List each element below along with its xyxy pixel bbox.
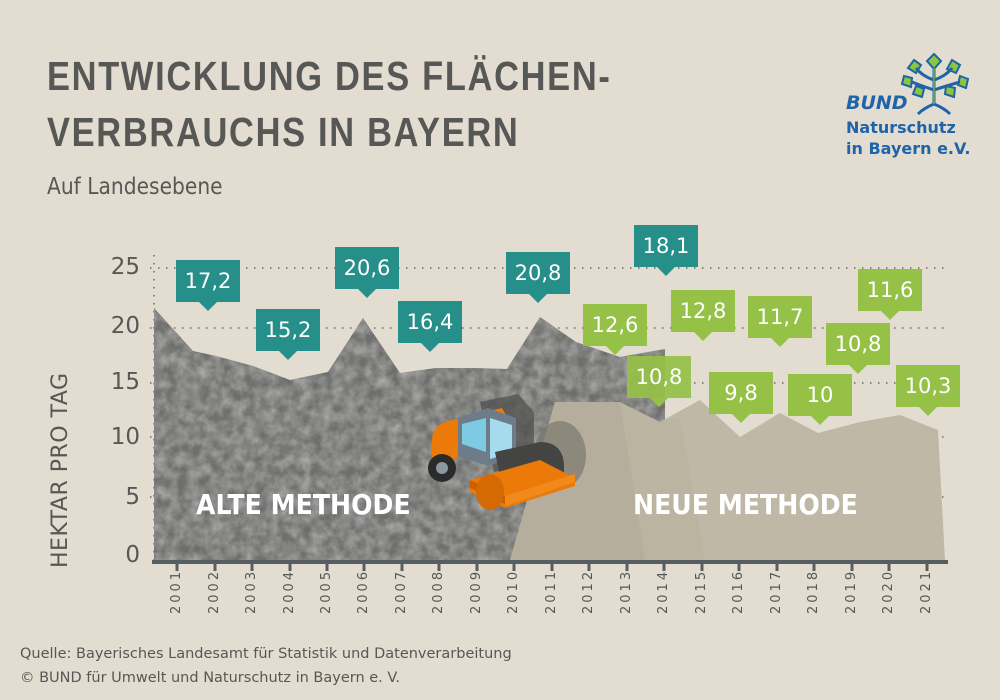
y-tick-25: 25 (110, 254, 140, 280)
callout-new-2015: 12,8 (671, 290, 735, 341)
y-tick-5: 5 (125, 484, 140, 510)
tree-icon (900, 52, 970, 116)
callout-new-2014: 10,8 (627, 356, 691, 407)
x-tick: 2012 (581, 568, 596, 614)
logo-brand: BUND (846, 92, 908, 114)
y-tick-0: 0 (125, 542, 140, 568)
x-tick: 2017 (769, 568, 784, 614)
x-tick: 2016 (731, 568, 746, 614)
x-tick: 2014 (656, 568, 671, 614)
page-subtitle: Auf Landesebene (47, 174, 223, 200)
x-tick: 2007 (394, 568, 409, 614)
y-tick-15: 15 (110, 369, 140, 395)
x-tick: 2015 (694, 568, 709, 614)
bund-logo: BUND Naturschutz in Bayern e.V. (830, 46, 990, 166)
page-title: ENTWICKLUNG DES FLÄCHEN- VERBRAUCHS IN B… (47, 48, 612, 160)
callout-old-2014: 18,1 (634, 225, 698, 276)
old-method-label: ALTE METHODE (196, 488, 411, 521)
logo-line-2: Naturschutz (846, 118, 956, 137)
x-tick: 2004 (282, 568, 297, 614)
callout-new-2016: 9,8 (709, 372, 773, 423)
x-tick: 2010 (506, 568, 521, 614)
callout-new-2021: 10,3 (896, 365, 960, 416)
callout-new-2012: 12,6 (583, 304, 647, 355)
title-line-1: ENTWICKLUNG DES FLÄCHEN- (47, 53, 612, 99)
callout-new-2017: 11,7 (748, 296, 812, 347)
x-tick: 2018 (806, 568, 821, 614)
x-axis-ticks (175, 562, 929, 571)
callout-old-2006: 20,6 (335, 247, 399, 298)
x-tick: 2001 (169, 568, 184, 614)
source-note: Quelle: Bayerisches Landesamt für Statis… (20, 646, 512, 662)
x-tick: 2019 (844, 568, 859, 614)
logo-line-3: in Bayern e.V. (846, 139, 971, 158)
callout-new-2019: 10,8 (826, 323, 890, 374)
new-method-label: NEUE METHODE (633, 488, 858, 521)
x-tick: 2013 (619, 568, 634, 614)
x-tick: 2006 (356, 568, 371, 614)
x-tick: 2008 (431, 568, 446, 614)
y-axis-label: HEKTAR PRO TAG (48, 372, 73, 568)
callout-old-2011: 20,8 (506, 252, 570, 303)
road-roller-icon (428, 394, 586, 510)
callout-new-2018: 10 (788, 374, 852, 425)
y-tick-10: 10 (110, 424, 140, 450)
x-tick: 2021 (919, 568, 934, 614)
callout-old-2008: 16,4 (398, 301, 462, 352)
y-tick-20: 20 (110, 313, 140, 339)
callout-new-2020: 11,6 (858, 269, 922, 320)
copyright-note: © BUND für Umwelt und Naturschutz in Bay… (20, 670, 401, 686)
x-tick: 2020 (881, 568, 896, 614)
x-tick: 2002 (207, 568, 222, 614)
x-tick: 2005 (319, 568, 334, 614)
series-new-method-area (510, 400, 945, 560)
callout-old-2004: 15,2 (256, 309, 320, 360)
callout-old-2002: 17,2 (176, 260, 240, 311)
title-line-2: VERBRAUCHS IN BAYERN (47, 109, 520, 155)
x-tick: 2011 (544, 568, 559, 614)
x-tick: 2009 (469, 568, 484, 614)
x-tick: 2003 (244, 568, 259, 614)
